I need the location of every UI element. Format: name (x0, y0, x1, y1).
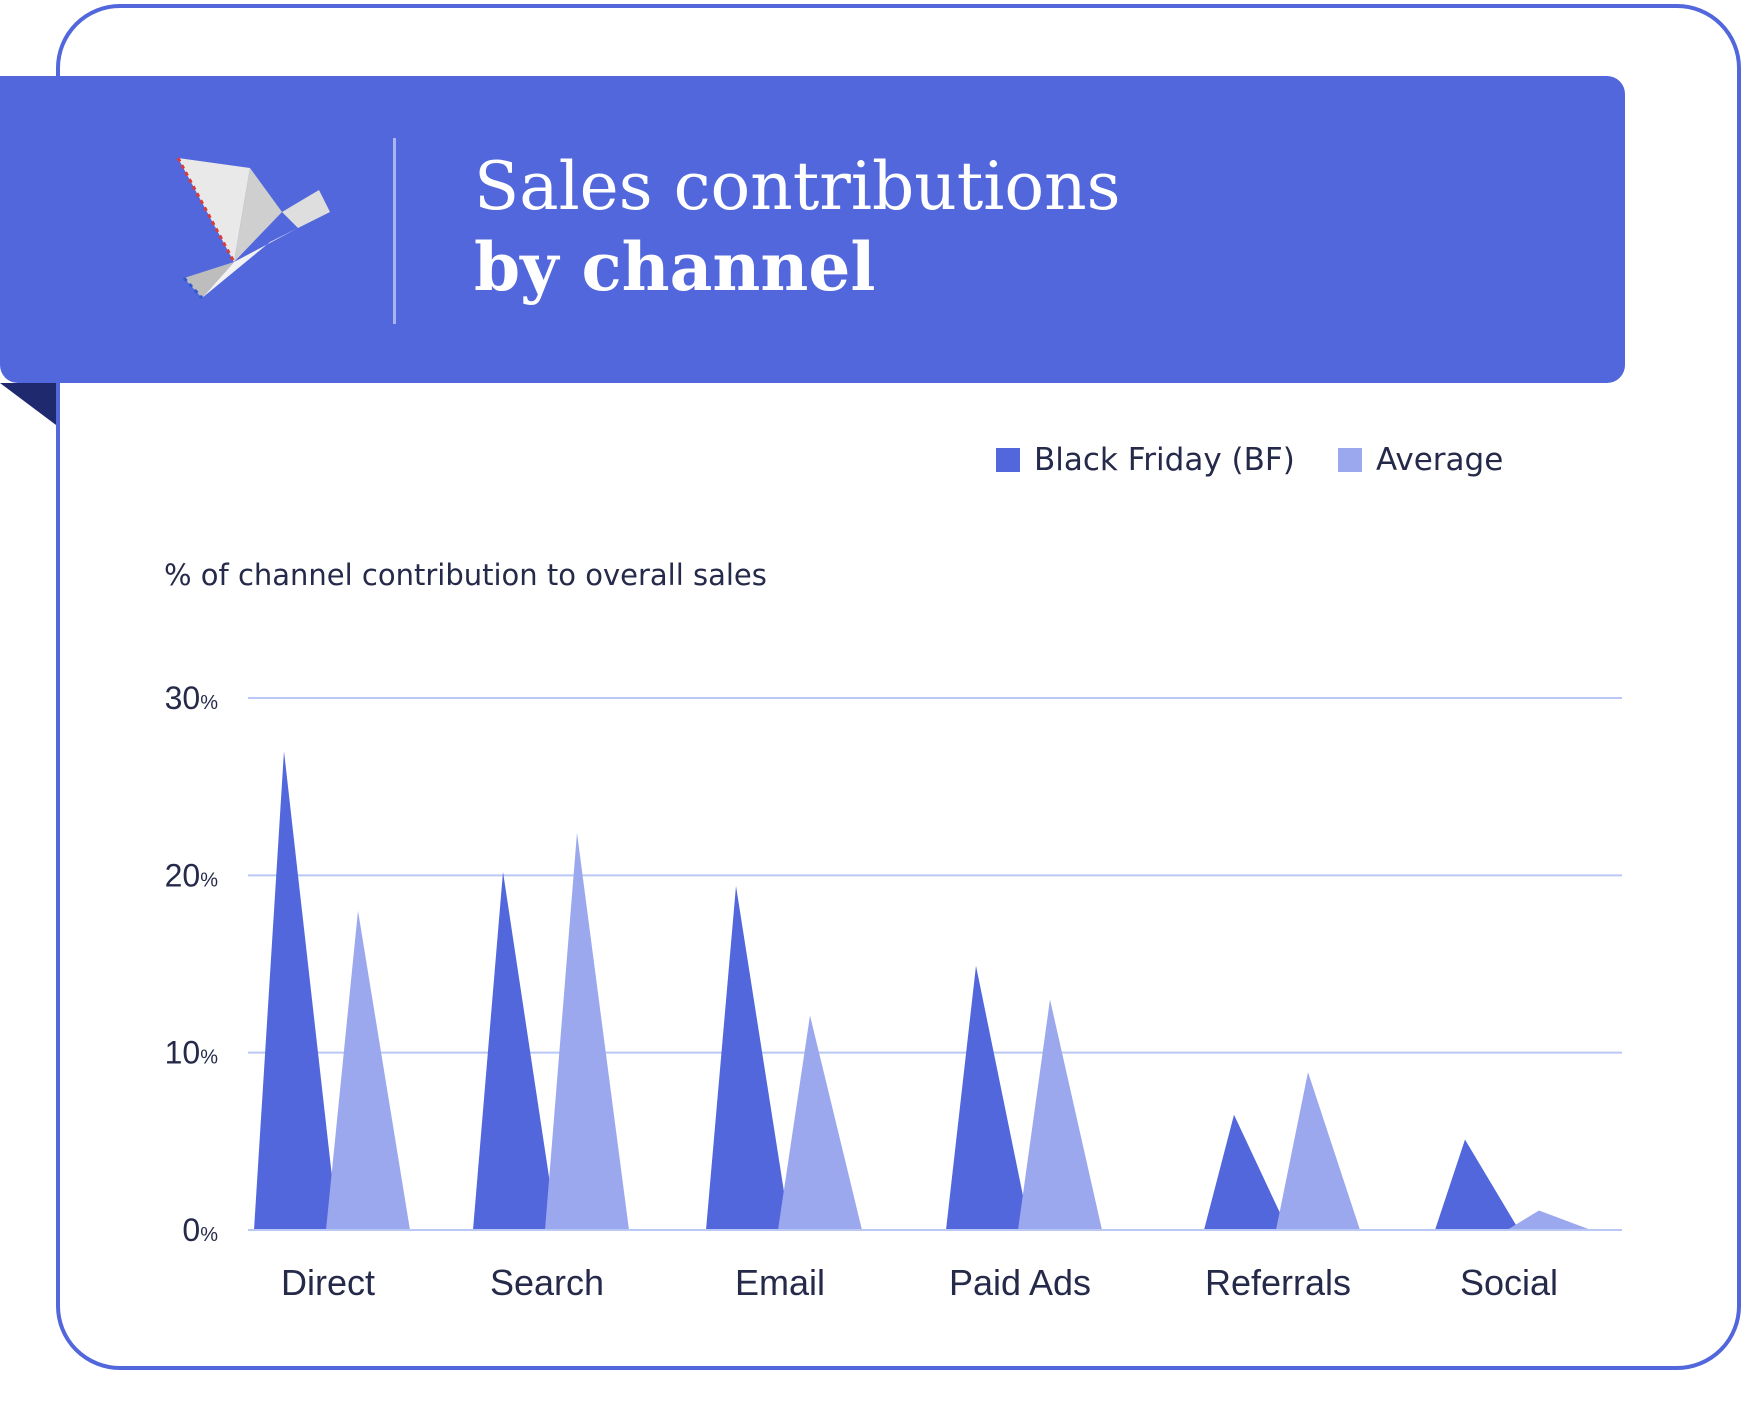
header-divider (393, 138, 396, 324)
legend-item-black-friday: Black Friday (BF) (996, 442, 1295, 478)
bar-paid-ads-average (1018, 999, 1102, 1230)
x-tick-label: Social (1460, 1262, 1558, 1303)
y-axis-title: % of channel contribution to overall sal… (164, 558, 767, 592)
x-tick-label: Direct (281, 1262, 375, 1303)
bar-email-average (778, 1015, 862, 1230)
chart-title-line1: Sales contributions (474, 148, 1121, 225)
x-tick-label: Referrals (1205, 1262, 1351, 1303)
bar-email-black-friday (706, 885, 790, 1230)
bar-search-black-friday (473, 871, 557, 1230)
legend-swatch-black-friday (996, 448, 1020, 472)
bar-direct-black-friday (254, 751, 338, 1230)
bar-search-average (545, 832, 629, 1230)
banner-fold (0, 383, 56, 425)
bar-social-black-friday (1435, 1139, 1519, 1230)
legend-label-average: Average (1376, 442, 1504, 478)
origami-bird-icon (176, 157, 330, 300)
legend-label-black-friday: Black Friday (BF) (1034, 442, 1295, 478)
bar-direct-average (326, 910, 410, 1230)
legend-swatch-average (1338, 448, 1362, 472)
legend-item-average: Average (1338, 442, 1503, 478)
bar-referrals-average (1276, 1072, 1360, 1230)
x-tick-label: Paid Ads (949, 1262, 1091, 1303)
x-tick-label: Email (735, 1262, 825, 1303)
bar-paid-ads-black-friday (946, 965, 1030, 1230)
y-tick-label: 30% (165, 680, 219, 716)
x-tick-label: Search (490, 1262, 604, 1303)
y-tick-label: 10% (165, 1035, 219, 1071)
bar-social-average (1507, 1210, 1591, 1230)
y-tick-label: 0% (182, 1212, 218, 1248)
y-tick-label: 20% (165, 857, 219, 893)
chart-title-line2: by channel (474, 228, 876, 306)
header-banner (0, 76, 1625, 383)
bar-referrals-black-friday (1204, 1114, 1288, 1230)
